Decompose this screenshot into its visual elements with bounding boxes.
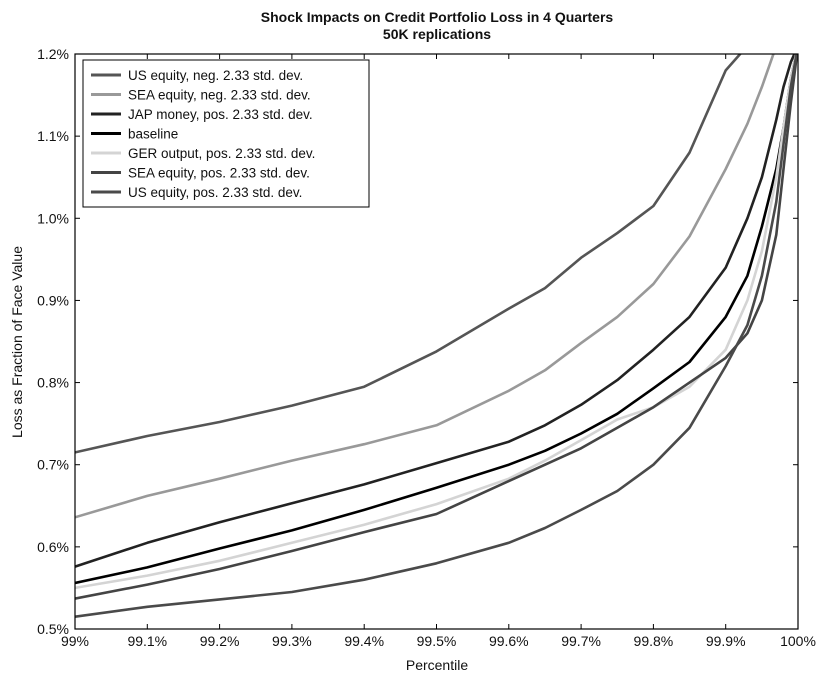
x-tick-label: 99.1% [127,633,167,649]
y-tick-label: 0.5% [37,621,69,637]
legend-label: GER output, pos. 2.33 std. dev. [128,146,315,161]
legend-label: US equity, neg. 2.33 std. dev. [128,68,303,83]
legend-label: SEA equity, neg. 2.33 std. dev. [128,88,311,103]
y-tick-label: 1.1% [37,128,69,144]
x-tick-label: 100% [780,633,816,649]
series-line-3 [75,54,796,568]
x-axis-label: Percentile [406,657,468,673]
legend-box [82,59,370,208]
y-tick-label: 0.6% [37,539,69,555]
legend: US equity, neg. 2.33 std. dev. SEA equity… [82,59,370,208]
x-tick-label: 99.7% [561,633,601,649]
legend-label: SEA equity, pos. 2.33 std. dev. [128,166,310,181]
series-line-2 [75,54,775,519]
x-tick-label: 99.9% [706,633,746,649]
x-axis: 99% 99.1% 99.2% 99.3% 99.4% 99.5% 99.6% 99.7% 99… [61,54,816,649]
y-tick-label: 1.0% [37,210,69,226]
x-tick-label: 99.3% [272,633,312,649]
series-line-1 [75,54,742,454]
y-tick-label: 0.7% [37,457,69,473]
series-lines [75,54,798,619]
series-line-5 [75,54,798,590]
y-tick-label: 1.2% [37,46,69,62]
y-tick-label: 0.8% [37,375,69,391]
x-tick-label: 99.8% [634,633,674,649]
series-line-7 [75,54,798,619]
y-axis-label: Loss as Fraction of Face Value [9,246,25,438]
x-tick-label: 99.6% [489,633,529,649]
legend-label: baseline [128,127,178,142]
chart-title: Shock Impacts on Credit Portfolio Loss i… [261,9,614,25]
x-tick-label: 99.5% [417,633,457,649]
legend-label: JAP money, pos. 2.33 std. dev. [128,107,313,122]
y-tick-label: 0.9% [37,292,69,308]
chart-subtitle: 50K replications [383,26,491,42]
x-tick-label: 99.2% [200,633,240,649]
x-tick-label: 99.4% [344,633,384,649]
legend-label: US equity, pos. 2.33 std. dev. [128,185,302,200]
x-tick-label: 99% [61,633,89,649]
y-axis: 0.5% 0.6% 0.7% 0.8% 0.9% 1.0% 1.1% 1.2% [37,46,798,637]
series-line-6 [75,54,798,600]
